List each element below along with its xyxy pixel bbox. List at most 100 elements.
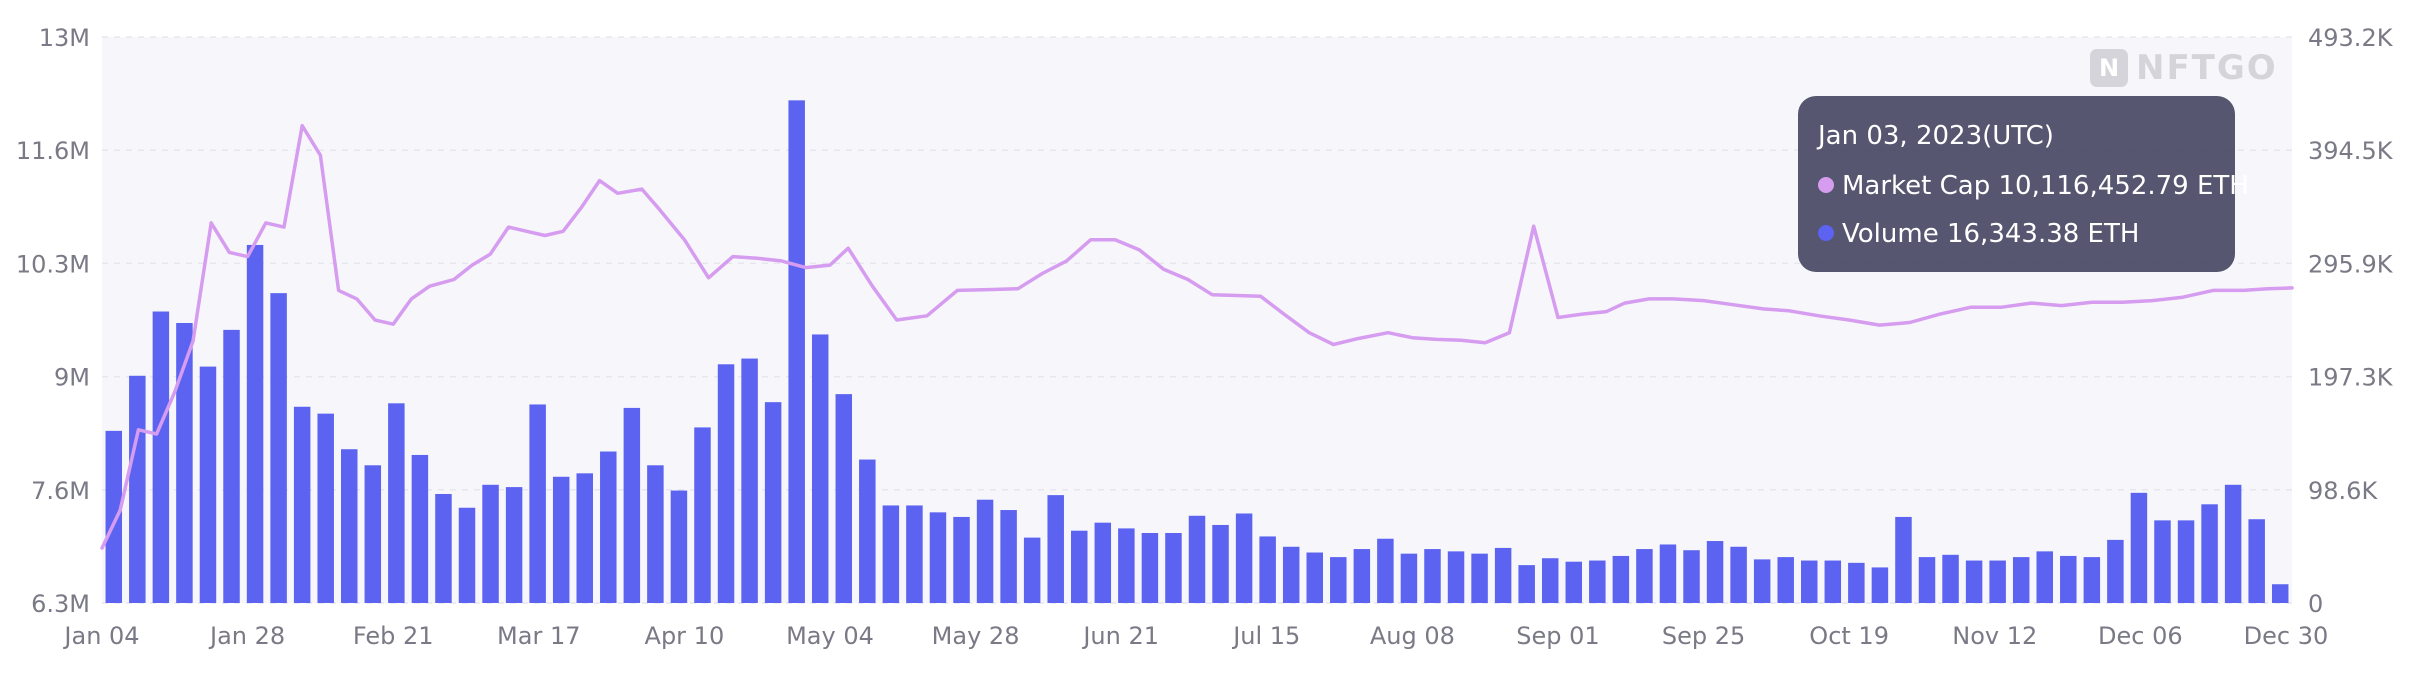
volume-bar [388, 403, 405, 603]
left-tick-label: 13M [39, 24, 90, 52]
right-tick-label: 0 [2308, 590, 2323, 618]
left-tick-label: 10.3M [16, 250, 90, 278]
volume-bar [1071, 530, 1088, 603]
volume-bar [1094, 522, 1112, 603]
volume-bar [105, 430, 123, 603]
volume-bar [1565, 561, 1583, 603]
x-tick-label: May 28 [932, 622, 1020, 650]
volume-bar [1494, 547, 1512, 603]
volume-bar [2224, 484, 2242, 603]
volume-bar [2271, 584, 2289, 603]
volume-bar [1541, 558, 1559, 603]
x-tick-label: Jun 21 [1081, 622, 1159, 650]
volume-bar [364, 465, 382, 603]
volume-bar [835, 394, 853, 603]
volume-dot-icon [1818, 224, 1834, 241]
volume-bar [882, 505, 900, 603]
volume-bar [1636, 549, 1653, 603]
volume-bar [1989, 560, 2006, 603]
watermark-text: NFTGO [2136, 48, 2278, 88]
volume-bar [1942, 554, 1959, 603]
x-tick-label: Sep 01 [1516, 622, 1599, 650]
volume-bar [1871, 567, 1889, 603]
tooltip-volume-row: Volume 16,343.38 ETH [1818, 214, 2215, 254]
volume-bar [1377, 538, 1394, 603]
x-tick-label: Sep 25 [1662, 622, 1745, 650]
volume-bar [1683, 550, 1700, 603]
volume-bar [976, 499, 994, 603]
volume-bar [482, 484, 499, 603]
volume-bar [223, 329, 240, 603]
volume-bar [1753, 559, 1771, 603]
volume-bar [2248, 519, 2265, 603]
volume-bar [2201, 504, 2218, 603]
x-tick-label: Apr 10 [645, 622, 725, 650]
volume-bar [859, 459, 876, 603]
volume-bar [717, 364, 735, 603]
left-tick-label: 9M [54, 364, 90, 392]
volume-bar [1848, 562, 1865, 603]
x-tick-label: Mar 17 [497, 622, 580, 650]
volume-bar [2177, 520, 2195, 603]
volume-bar [1730, 546, 1747, 603]
volume-bar [741, 358, 758, 603]
volume-bar [1047, 495, 1064, 603]
volume-bar [1659, 544, 1677, 603]
volume-bar [552, 476, 570, 603]
volume-bar [1306, 552, 1323, 603]
x-tick-label: Oct 19 [1809, 622, 1889, 650]
x-tick-label: Jan 04 [62, 622, 139, 650]
volume-bar [1023, 537, 1041, 603]
volume-bar [694, 427, 711, 603]
tooltip-volume-label: Volume 16,343.38 ETH [1842, 219, 2140, 249]
x-tick-label: Dec 06 [2098, 622, 2183, 650]
volume-bar [1895, 516, 1912, 603]
volume-bar [1589, 560, 1606, 603]
volume-bar [411, 454, 429, 603]
volume-bar [1141, 532, 1159, 603]
volume-bar [906, 505, 923, 603]
volume-bar [1330, 557, 1347, 603]
tooltip-market-cap-row: Market Cap 10,116,452.79 ETH [1818, 166, 2249, 206]
volume-bar [647, 465, 664, 603]
volume-bar [1706, 541, 1724, 603]
volume-bar [1235, 513, 1253, 603]
volume-bar [1353, 549, 1371, 603]
volume-bar [152, 311, 170, 603]
volume-bar [246, 244, 264, 603]
volume-bar [341, 449, 358, 603]
volume-bar [811, 334, 829, 603]
volume-bar [1424, 549, 1441, 603]
volume-bar [600, 451, 617, 603]
x-tick-label: Aug 08 [1370, 622, 1455, 650]
volume-bar [1259, 536, 1276, 603]
nftgo-logo-icon: N [2090, 49, 2128, 87]
volume-bar [1212, 524, 1229, 603]
x-tick-label: Jul 15 [1231, 622, 1300, 650]
volume-bar [529, 404, 546, 603]
volume-bar [2154, 520, 2171, 603]
volume-bar [2036, 551, 2053, 603]
volume-bar [576, 473, 593, 603]
x-tick-label: May 04 [786, 622, 874, 650]
left-tick-label: 7.6M [31, 477, 90, 505]
volume-bar [129, 375, 146, 603]
volume-bar [2130, 492, 2148, 603]
volume-bar [458, 507, 476, 603]
volume-bar [1965, 560, 1983, 603]
market-cap-line [100, 123, 2294, 550]
x-tick-label: Jan 28 [208, 622, 285, 650]
volume-bar [1824, 560, 1842, 603]
left-axis: 6.3M 7.6M 9M 10.3M 11.6M 13M [16, 24, 90, 618]
volume-bar [1518, 565, 1535, 603]
volume-bar [199, 366, 217, 603]
volume-bar [929, 512, 947, 603]
volume-bar [1188, 515, 1206, 603]
tooltip-date: Jan 03, 2023(UTC) [1818, 121, 2054, 151]
volume-bar [2060, 555, 2077, 603]
volume-bar [1447, 551, 1465, 603]
volume-bar [788, 100, 805, 603]
volume-bar [176, 322, 193, 603]
volume-bar [2107, 539, 2124, 603]
volume-bar [953, 516, 970, 603]
